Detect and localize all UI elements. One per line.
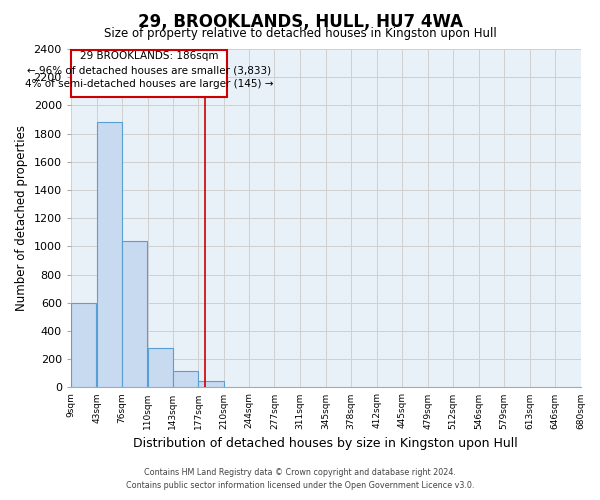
Bar	[199, 381, 224, 388]
Bar	[173, 371, 197, 388]
Bar	[122, 242, 147, 388]
X-axis label: Distribution of detached houses by size in Kingston upon Hull: Distribution of detached houses by size …	[133, 437, 518, 450]
Bar	[97, 122, 122, 388]
Text: 29 BROOKLANDS: 186sqm
← 96% of detached houses are smaller (3,833)
4% of semi-de: 29 BROOKLANDS: 186sqm ← 96% of detached …	[25, 51, 274, 89]
Text: Size of property relative to detached houses in Kingston upon Hull: Size of property relative to detached ho…	[104, 28, 496, 40]
Bar	[71, 303, 96, 388]
FancyBboxPatch shape	[71, 50, 227, 97]
Y-axis label: Number of detached properties: Number of detached properties	[15, 125, 28, 311]
Bar	[148, 348, 173, 388]
Text: Contains HM Land Registry data © Crown copyright and database right 2024.
Contai: Contains HM Land Registry data © Crown c…	[126, 468, 474, 489]
Text: 29, BROOKLANDS, HULL, HU7 4WA: 29, BROOKLANDS, HULL, HU7 4WA	[137, 12, 463, 30]
